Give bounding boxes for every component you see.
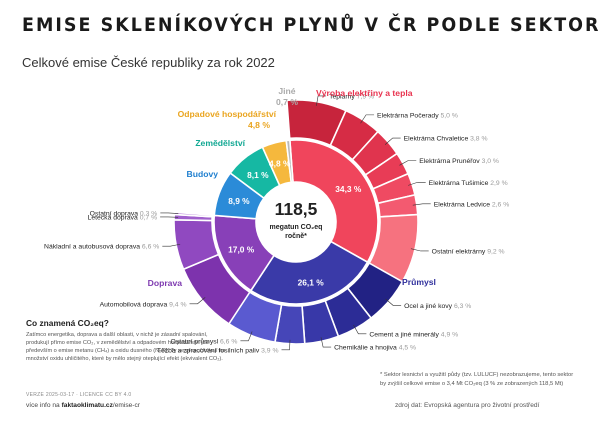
leader-teplarny: [316, 95, 327, 106]
sector-name-budovy: Budovy: [186, 169, 218, 179]
leader-chemikalie-a-hnojiva: [320, 337, 332, 348]
data-source: zdroj dat: Evropská agentura pro životní…: [395, 402, 540, 409]
inner-ring: [213, 139, 379, 305]
sector-share-jine: 0,7 %: [276, 97, 298, 107]
leader-elektrarna-tusimice: [408, 181, 426, 186]
outer-label-cement-a-jine-mineraly: Cement a jiné minerály 4,9 %: [369, 331, 458, 338]
more-info-prefix: více info na: [26, 402, 60, 409]
leader-ostatni-prumysl: [240, 331, 253, 342]
leader-cement-a-jine-mineraly: [353, 324, 367, 335]
outer-label-elektrarna-ledvice: Elektrárna Ledvice 2,6 %: [434, 201, 510, 208]
leader-tezba-a-zpracovani-fosilnich-paliv: [281, 339, 291, 351]
center-total-value: 118,5: [275, 199, 318, 219]
page-title: EMISE SKLENÍKOVÝCH PLYNŮ V ČR PODLE SEKT…: [22, 14, 600, 36]
more-info-site: faktaoklimatu.cz: [61, 402, 113, 409]
outer-label-ocel-a-jine-kovy: Ocel a jiné kovy 6,3 %: [404, 303, 471, 310]
more-info-path: /emise-cr: [112, 402, 140, 409]
leader-ostatni-doprava: [160, 212, 179, 214]
outer-label-elektrarna-pocerady: Elektrárna Počerady 5,0 %: [377, 112, 458, 119]
center-hole: [256, 182, 336, 262]
inner-value-vyroba-elektriny-a-tepla: 34,3 %: [335, 184, 362, 194]
outer-ring: [173, 99, 419, 345]
outer-label-teplarny: Teplárny 7,9 %: [329, 93, 374, 100]
sector-name-prumysl: Průmysl: [402, 277, 436, 287]
outer-label-letecka-doprava: Letecká doprava 0,7 %: [88, 214, 158, 221]
more-info-link[interactable]: více info na faktaoklimatu.cz/emise-cr: [26, 402, 140, 409]
leader-elektrarna-pocerady: [360, 114, 375, 124]
leader-ostatni-elektrarny: [410, 248, 429, 252]
leader-lines: [160, 95, 431, 351]
outer-label-automobilova-doprava: Automobilová doprava 9,4 %: [100, 301, 187, 308]
outer-label-ostatni-doprava: Ostatní doprava 0,3 %: [90, 210, 158, 217]
inner-value-doprava: 17,0 %: [228, 244, 255, 254]
version-license: VERZE 2025-03-17 · LICENCE CC BY 4.0: [26, 392, 132, 398]
outer-label-nakladni-a-autobusova-doprava: Nákladní a autobusová doprava 6,6 %: [44, 244, 159, 251]
outer-label-elektrarna-prunerov: Elektrárna Prunéřov 3,0 %: [419, 158, 499, 165]
outer-label-tezba-a-zpracovani-fosilnich-paliv: Těžba a zpracování fosilních paliv 3,9 %: [157, 347, 279, 354]
co2eq-note-body: Zatímco energetika, doprava a další obla…: [26, 332, 226, 363]
sector-name-doprava: Doprava: [148, 278, 183, 288]
outer-label-elektrarna-chvaletice: Elektrárna Chvaletice 3,8 %: [404, 136, 488, 143]
page-subtitle: Celkové emise České republiky za rok 202…: [22, 55, 275, 70]
leader-automobilova-doprava: [189, 297, 206, 305]
center-unit-line1: megatun CO₂eq: [270, 224, 323, 231]
inner-value-odpadove-hospodarstvi: 4,8 %: [269, 159, 291, 169]
inner-value-budovy: 8,9 %: [228, 196, 250, 206]
lulucf-footnote: * Sektor lesnictví a využití půdy (tzv. …: [380, 372, 574, 387]
sector-name-vyroba-elektriny-a-tepla: Výroba elektřiny a tepla: [316, 88, 413, 98]
inner-value-zemedelstvi: 8,1 %: [247, 170, 269, 180]
chart-labels: 34,3 %26,1 %17,0 %8,9 %8,1 %4,8 %Teplárn…: [44, 86, 509, 354]
outer-label-ostatni-prumysl: Ostatní průmysl 6,6 %: [171, 337, 238, 345]
sector-share-odpadove-hospodarstvi: 4,8 %: [248, 120, 270, 130]
inner-value-prumysl: 26,1 %: [298, 278, 325, 288]
leader-elektrarna-prunerov: [399, 160, 417, 166]
center-unit-line2: ročně*: [285, 233, 307, 240]
outer-label-ostatni-elektrarny: Ostatní elektrárny 9,2 %: [432, 248, 505, 255]
leader-nakladni-a-autobusova-doprava: [162, 243, 181, 247]
outer-label-elektrarna-tusimice: Elektrárna Tušimice 2,9 %: [429, 180, 508, 187]
sector-name-odpadove-hospodarstvi: Odpadové hospodářství: [178, 109, 277, 119]
leader-elektrarna-ledvice: [412, 203, 431, 206]
outer-label-chemikalie-a-hnojiva: Chemikálie a hnojiva 4,5 %: [334, 345, 416, 352]
co2eq-note-heading: Co znamená CO₂eq?: [26, 318, 109, 328]
leader-elektrarna-chvaletice: [384, 137, 401, 145]
sector-name-jine: Jiné: [278, 86, 295, 96]
leader-ocel-a-jine-kovy: [385, 298, 402, 306]
sector-name-zemedelstvi: Zemědělství: [195, 138, 245, 148]
outer-slice-ostatni-doprava: [173, 211, 214, 218]
